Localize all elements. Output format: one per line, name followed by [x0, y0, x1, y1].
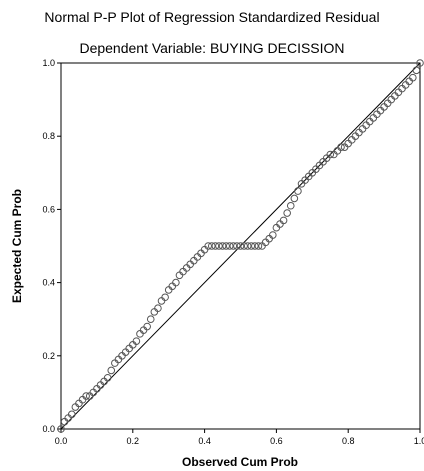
- x-tick-label: 0.2: [127, 436, 140, 446]
- x-tick-label: 0.4: [198, 436, 211, 446]
- y-tick-label: 0.2: [42, 351, 55, 361]
- data-point: [247, 242, 256, 250]
- axis-ticks-group: 0.0 0.2 0.4 0.6 0.8 1.0 0.0 0.2 0.4 0.6 0.8 1.0: [42, 58, 424, 446]
- data-point: [67, 410, 76, 419]
- data-point: [294, 187, 302, 195]
- chart-title: Normal P-P Plot of Regression Standardiz…: [44, 9, 379, 25]
- data-point: [132, 337, 141, 345]
- data-point: [146, 315, 155, 324]
- data-point: [254, 242, 263, 250]
- data-point: [337, 143, 345, 151]
- data-point: [161, 293, 169, 302]
- data-point: [229, 242, 238, 250]
- x-tick-label: 0.6: [270, 436, 283, 446]
- data-point: [222, 242, 230, 250]
- data-point: [233, 242, 241, 250]
- data-point: [236, 242, 245, 250]
- data-point: [243, 242, 252, 250]
- data-point: [207, 242, 216, 250]
- data-point: [290, 194, 299, 203]
- data-point: [326, 150, 335, 159]
- x-axis-title: Observed Cum Prob: [182, 455, 298, 469]
- data-point: [154, 304, 162, 313]
- data-point: [57, 425, 65, 433]
- data-point: [225, 242, 234, 250]
- data-point: [416, 59, 424, 67]
- data-point: [251, 242, 259, 250]
- data-point: [107, 366, 116, 375]
- data-point: [82, 392, 90, 400]
- data-point: [211, 242, 220, 250]
- data-point: [240, 242, 248, 250]
- x-tick-label: 0.8: [342, 436, 355, 446]
- y-axis-title: Expected Cum Prob: [10, 189, 24, 303]
- data-point: [103, 373, 112, 382]
- data-point: [218, 242, 227, 250]
- data-point: [204, 242, 212, 250]
- data-point: [286, 201, 295, 210]
- data-point: [412, 66, 421, 75]
- data-point: [269, 231, 277, 239]
- x-tick-label: 1.0: [414, 436, 424, 446]
- data-point: [143, 322, 151, 331]
- data-point: [279, 216, 288, 225]
- y-tick-label: 0.4: [42, 278, 55, 288]
- data-point: [409, 73, 417, 82]
- x-tick-label: 0.0: [55, 436, 68, 446]
- y-tick-label: 0.8: [42, 131, 55, 141]
- data-point: [215, 242, 223, 250]
- y-tick-label: 0.6: [42, 204, 55, 214]
- chart-subtitle: Dependent Variable: BUYING DECISSION: [79, 40, 344, 56]
- data-points-group: [57, 59, 424, 433]
- y-tick-label: 0.0: [42, 424, 55, 434]
- data-point: [172, 278, 180, 287]
- data-point: [283, 209, 291, 217]
- y-tick-label: 1.0: [42, 58, 55, 68]
